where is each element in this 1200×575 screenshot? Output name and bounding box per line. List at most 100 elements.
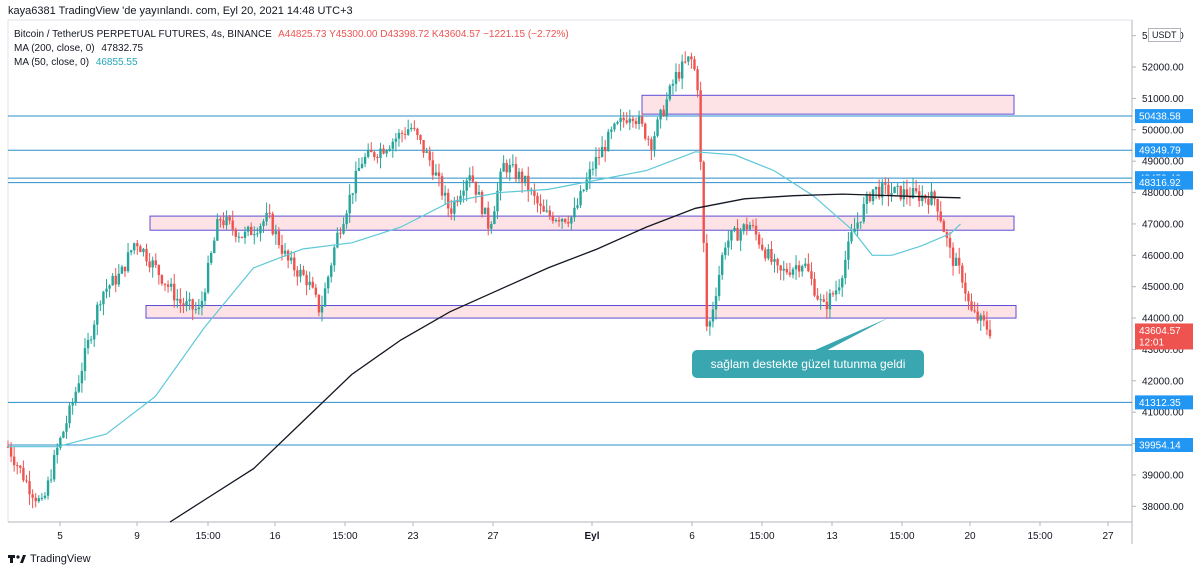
candle-body xyxy=(844,259,847,279)
price-line-badge[interactable] xyxy=(1135,395,1193,410)
candle-body xyxy=(591,168,595,170)
candle-body xyxy=(71,402,74,406)
candle-body xyxy=(268,212,271,214)
candle-body xyxy=(249,226,253,236)
currency-button[interactable]: USDT xyxy=(1148,28,1181,42)
candle-body xyxy=(711,309,715,322)
candle-body xyxy=(105,288,108,292)
candle-body xyxy=(434,172,438,176)
candle-body xyxy=(311,281,314,288)
candle-body xyxy=(979,315,982,321)
candle-body xyxy=(286,250,290,261)
ma200-line[interactable] xyxy=(169,193,961,523)
support-resistance-zone[interactable] xyxy=(149,215,1015,231)
candle-body xyxy=(465,180,468,191)
callout-pointer xyxy=(806,318,888,354)
candle-body xyxy=(400,132,404,134)
candle-body xyxy=(976,311,979,321)
candle-body xyxy=(28,481,31,495)
candle-body xyxy=(160,275,164,284)
candle-body xyxy=(650,139,653,150)
price-line-badge-label: 49349.79 xyxy=(1139,146,1181,157)
candle-body xyxy=(209,253,213,263)
candle-body xyxy=(684,61,687,63)
price-line-badge[interactable] xyxy=(1135,143,1193,158)
candle-body xyxy=(108,285,111,289)
candle-body xyxy=(576,205,579,208)
y-tick-label: 41000.00 xyxy=(1142,408,1184,419)
candle-body xyxy=(99,304,102,306)
candle-body xyxy=(490,224,493,229)
candle-body xyxy=(724,247,727,256)
tradingview-brand: TradingView xyxy=(30,553,91,565)
candle-body xyxy=(456,200,459,203)
price-line-badge[interactable] xyxy=(1135,438,1193,453)
candle-body xyxy=(120,266,124,274)
candle-body xyxy=(330,265,333,277)
candle-body xyxy=(416,128,419,136)
candle-body xyxy=(265,212,268,222)
last-price-badge[interactable] xyxy=(1135,323,1193,350)
candle-body xyxy=(157,265,161,276)
candle-body xyxy=(302,269,305,275)
candle-body xyxy=(856,222,859,229)
candle-body xyxy=(687,56,690,62)
candle-body xyxy=(240,236,244,238)
candle-body xyxy=(394,138,398,142)
candle-body xyxy=(884,183,887,185)
candle-body xyxy=(422,140,425,153)
candle-body xyxy=(588,169,592,180)
candle-body xyxy=(126,252,130,272)
candle-body xyxy=(511,164,515,166)
candle-body xyxy=(742,224,745,232)
candle-body xyxy=(751,224,755,226)
price-line-badge[interactable] xyxy=(1135,109,1193,124)
candle-body xyxy=(788,272,792,275)
ma50-row[interactable]: MA (50, close, 0) 46855.55 xyxy=(14,56,573,70)
candle-body xyxy=(493,211,496,225)
candle-body xyxy=(696,69,699,91)
candle-body xyxy=(613,123,616,130)
tradingview-logo[interactable]: TradingView xyxy=(8,553,91,565)
candle-body xyxy=(520,171,524,183)
candle-body xyxy=(37,498,40,502)
candle-body xyxy=(893,186,896,194)
candle-body xyxy=(173,283,176,301)
symbol-row[interactable]: Bitcoin / TetherUS PERPETUAL FUTURES, 4s… xyxy=(14,28,573,42)
candle-body xyxy=(59,437,62,448)
candle-body xyxy=(767,248,770,259)
candle-body xyxy=(890,193,893,196)
candle-body xyxy=(151,260,154,268)
candle-body xyxy=(597,157,601,159)
y-tick-label: 44000.00 xyxy=(1142,314,1184,325)
candle-body xyxy=(779,265,782,271)
candle-body xyxy=(89,339,93,341)
candle-body xyxy=(640,116,644,124)
candle-body xyxy=(579,190,582,206)
ohlc-values: A44825.73 Y45300.00 D43398.72 K43604.57 … xyxy=(278,29,569,40)
candle-body xyxy=(850,232,853,242)
candle-body xyxy=(333,247,336,266)
candle-body xyxy=(665,99,668,116)
candle-body xyxy=(911,188,915,199)
last-price-label: 43604.57 xyxy=(1139,326,1181,337)
ma200-row[interactable]: MA (200, close, 0) 47832.75 xyxy=(14,42,573,56)
candle-body xyxy=(96,304,99,325)
candle-body xyxy=(351,193,354,195)
candle-body xyxy=(133,243,136,251)
candle-body xyxy=(567,221,570,224)
candle-body xyxy=(259,226,262,234)
candle-body xyxy=(185,301,188,306)
ma50-line[interactable] xyxy=(8,151,961,448)
candle-countdown-label: 12:01 xyxy=(1139,337,1164,348)
candle-body xyxy=(166,284,170,287)
support-resistance-zone[interactable] xyxy=(641,94,1015,115)
price-line-badge[interactable] xyxy=(1135,175,1193,190)
y-tick-label: 49000.00 xyxy=(1142,157,1184,168)
candle-body xyxy=(443,192,447,196)
support-callout[interactable]: sağlam destekte güzel tutunma geldi xyxy=(692,350,924,378)
support-resistance-zone[interactable] xyxy=(145,305,1017,319)
candle-body xyxy=(68,405,71,424)
candle-body xyxy=(967,293,970,302)
